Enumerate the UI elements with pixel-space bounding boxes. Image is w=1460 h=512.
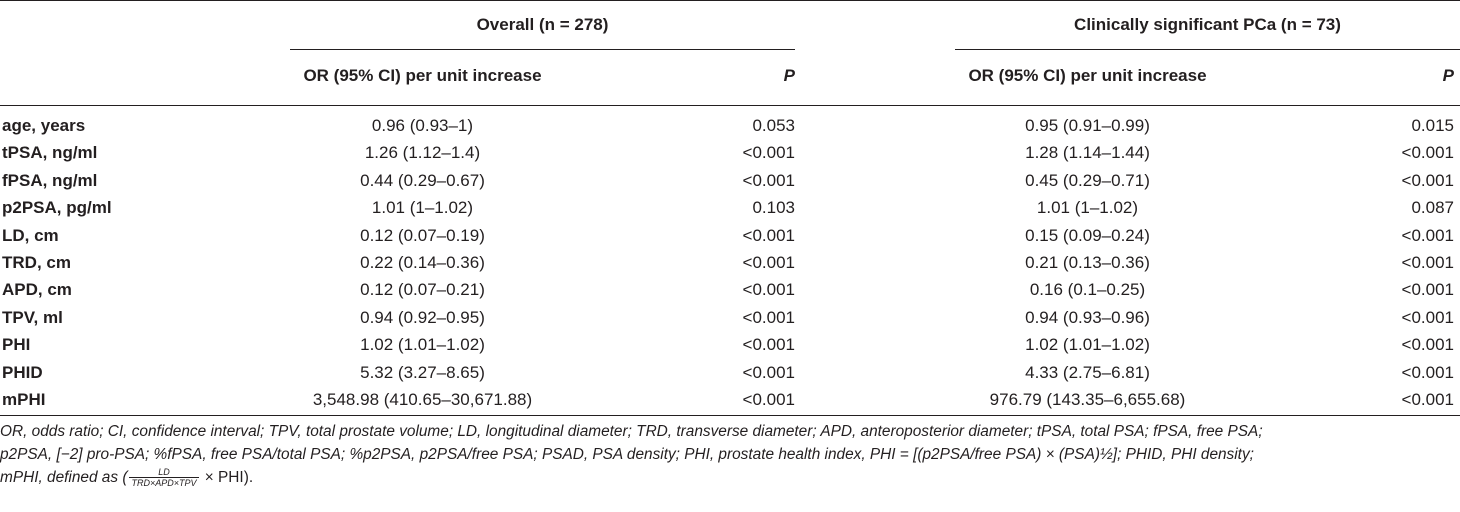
footnote-line-1: OR, odds ratio; CI, confidence interval;… xyxy=(0,423,1263,440)
row-label: age, years xyxy=(2,116,86,135)
or-overall: 0.96 (0.93–1) xyxy=(371,116,474,135)
or-significant: 976.79 (143.35–6,655.68) xyxy=(989,390,1186,409)
footnote-line-3-prefix: mPHI, defined as ( xyxy=(0,469,128,486)
or-significant: 1.28 (1.14–1.44) xyxy=(1025,143,1150,163)
fraction-denominator: TRD×APD×TPV xyxy=(131,478,197,489)
p-significant: <0.001 xyxy=(1401,170,1454,190)
p-significant: <0.001 xyxy=(1401,362,1454,382)
footnote-line-2: p2PSA, [−2] pro-PSA; %fPSA, free PSA/tot… xyxy=(0,446,1254,463)
or-significant: 0.94 (0.93–0.96) xyxy=(1025,307,1150,327)
or-significant: 1.02 (1.01–1.02) xyxy=(1025,335,1150,355)
row-label: PHID xyxy=(2,362,43,382)
p-overall: <0.001 xyxy=(742,225,795,245)
or-significant: 0.21 (0.13–0.36) xyxy=(1025,253,1150,272)
row-label: mPHI xyxy=(2,390,46,409)
or-overall: 3,548.98 (410.65–30,671.88) xyxy=(312,390,533,409)
or-overall: 0.12 (0.07–0.19) xyxy=(360,225,485,245)
row-label: LD, cm xyxy=(2,225,59,245)
or-significant: 0.45 (0.29–0.71) xyxy=(1025,170,1150,190)
row-label: TPV, ml xyxy=(2,307,63,327)
p-significant: <0.001 xyxy=(1401,280,1454,300)
or-overall: 1.26 (1.12–1.4) xyxy=(364,143,481,163)
p-significant: 0.087 xyxy=(1411,198,1454,218)
group-header-significant: Clinically significant PCa (n = 73) xyxy=(1074,15,1341,34)
or-overall: 5.32 (3.27–8.65) xyxy=(360,362,485,382)
row-label: TRD, cm xyxy=(2,253,71,272)
p-significant: <0.001 xyxy=(1401,253,1454,272)
significant-group-rule xyxy=(955,49,1460,50)
or-overall: 0.44 (0.29–0.67) xyxy=(360,170,485,190)
col-header-or-overall: OR (95% CI) per unit increase xyxy=(303,66,542,85)
footnote-line-3: mPHI, defined as (LD TRD×APD×TPV × PHI). xyxy=(0,467,1458,490)
p-overall: <0.001 xyxy=(742,280,795,300)
p-significant: <0.001 xyxy=(1401,335,1454,355)
row-label: PHI xyxy=(2,335,31,355)
or-overall: 1.02 (1.01–1.02) xyxy=(360,335,485,355)
p-significant: <0.001 xyxy=(1401,143,1454,163)
fraction-numerator: LD xyxy=(129,467,199,479)
or-overall: 0.94 (0.92–0.95) xyxy=(360,307,485,327)
row-label: APD, cm xyxy=(2,280,72,300)
p-overall: <0.001 xyxy=(742,390,795,409)
or-significant: 0.95 (0.91–0.99) xyxy=(1025,116,1150,135)
or-overall: 0.12 (0.07–0.21) xyxy=(360,280,485,300)
group-header-overall: Overall (n = 278) xyxy=(476,15,609,34)
row-label: tPSA, ng/ml xyxy=(2,143,98,163)
mphi-fraction: LD TRD×APD×TPV xyxy=(129,467,199,489)
header-bottom-rule xyxy=(0,105,1460,106)
p-overall: <0.001 xyxy=(742,253,795,272)
p-overall: 0.103 xyxy=(752,198,795,218)
p-overall: <0.001 xyxy=(742,143,795,163)
or-overall: 1.01 (1–1.02) xyxy=(371,198,474,218)
table-bottom-rule xyxy=(0,415,1460,416)
p-overall: <0.001 xyxy=(742,307,795,327)
p-significant: <0.001 xyxy=(1401,225,1454,245)
p-significant: 0.015 xyxy=(1411,116,1454,135)
or-significant: 1.01 (1–1.02) xyxy=(1036,198,1139,218)
p-overall: <0.001 xyxy=(742,362,795,382)
row-label: fPSA, ng/ml xyxy=(2,170,98,190)
col-header-p-overall: P xyxy=(783,66,795,85)
row-label: p2PSA, pg/ml xyxy=(2,198,112,218)
or-significant: 0.15 (0.09–0.24) xyxy=(1025,225,1150,245)
p-overall: <0.001 xyxy=(742,335,795,355)
or-significant: 4.33 (2.75–6.81) xyxy=(1025,362,1150,382)
col-header-or-significant: OR (95% CI) per unit increase xyxy=(968,66,1207,85)
or-significant: 0.16 (0.1–0.25) xyxy=(1029,280,1146,300)
p-overall: <0.001 xyxy=(742,170,795,190)
p-overall: 0.053 xyxy=(752,116,795,135)
footnote-line-3-suffix: × PHI). xyxy=(200,469,254,486)
or-overall: 0.22 (0.14–0.36) xyxy=(360,253,485,272)
p-significant: <0.001 xyxy=(1401,390,1454,409)
col-header-p-significant: P xyxy=(1442,66,1454,85)
overall-group-rule xyxy=(290,49,795,50)
top-rule xyxy=(0,0,1460,1)
p-significant: <0.001 xyxy=(1401,307,1454,327)
